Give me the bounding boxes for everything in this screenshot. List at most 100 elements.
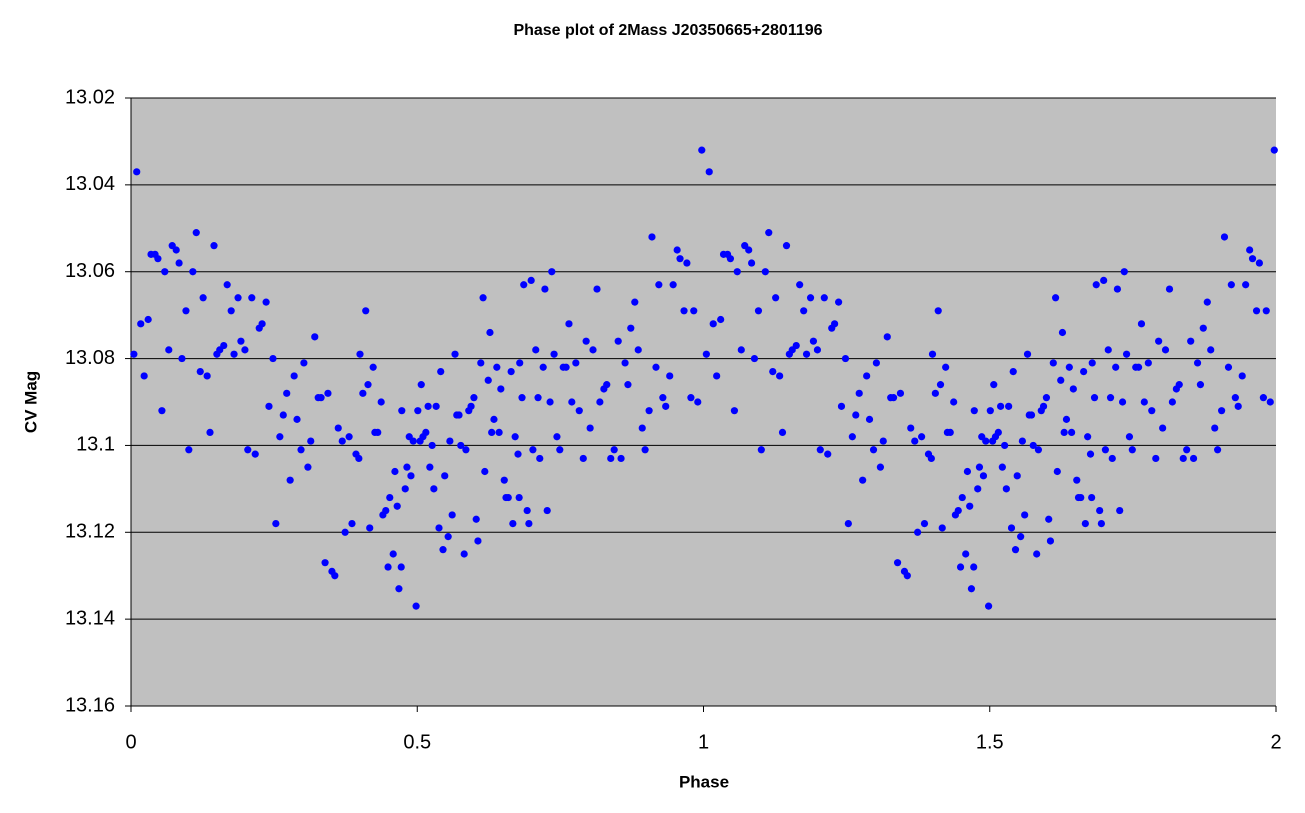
point xyxy=(345,433,353,441)
point xyxy=(572,359,580,367)
point xyxy=(702,350,710,358)
point xyxy=(338,437,346,445)
point xyxy=(269,354,277,363)
point xyxy=(589,346,597,354)
point xyxy=(920,520,929,528)
point xyxy=(1101,446,1109,454)
point xyxy=(1120,268,1128,276)
point xyxy=(956,563,965,571)
point xyxy=(802,350,811,358)
point xyxy=(1214,446,1222,454)
point xyxy=(562,363,570,371)
point xyxy=(621,359,629,367)
y-tick-label: 13.14 xyxy=(65,607,115,629)
point xyxy=(460,550,468,558)
point xyxy=(927,454,935,463)
point xyxy=(769,368,777,376)
point xyxy=(356,350,364,358)
point xyxy=(1011,546,1020,554)
point xyxy=(341,528,349,536)
point xyxy=(1027,411,1036,419)
point xyxy=(1159,424,1167,432)
point xyxy=(307,437,315,445)
point xyxy=(970,563,978,571)
point xyxy=(1175,381,1183,389)
point xyxy=(848,433,856,441)
point xyxy=(1211,424,1219,432)
point xyxy=(317,394,325,402)
point xyxy=(426,463,434,471)
point xyxy=(1218,407,1226,415)
point xyxy=(244,446,252,454)
point xyxy=(546,398,554,406)
point xyxy=(369,363,377,371)
point xyxy=(1021,511,1029,519)
point xyxy=(713,372,721,380)
point xyxy=(659,394,667,402)
y-axis-label: CV Mag xyxy=(21,371,40,433)
point xyxy=(397,563,405,571)
point xyxy=(435,524,443,532)
point xyxy=(627,324,635,332)
point xyxy=(879,437,887,445)
point xyxy=(852,411,860,419)
point xyxy=(655,281,663,289)
point xyxy=(446,437,454,445)
point xyxy=(1238,372,1246,380)
point xyxy=(1148,407,1156,415)
point xyxy=(1017,533,1025,541)
point xyxy=(662,402,670,410)
point xyxy=(386,493,394,502)
point xyxy=(377,398,385,406)
point xyxy=(816,446,824,454)
point xyxy=(1029,441,1037,450)
point xyxy=(593,285,601,293)
point xyxy=(1207,346,1215,354)
point xyxy=(1140,398,1148,406)
point xyxy=(486,328,494,337)
point xyxy=(883,333,891,341)
point xyxy=(395,585,403,593)
point xyxy=(161,268,169,276)
point xyxy=(355,454,363,463)
point xyxy=(196,368,204,376)
point xyxy=(907,424,915,432)
point xyxy=(192,229,200,237)
point xyxy=(1116,506,1124,515)
point xyxy=(1255,259,1263,267)
point xyxy=(1246,246,1254,254)
point xyxy=(1060,428,1068,436)
point xyxy=(1155,337,1163,345)
point xyxy=(903,572,911,580)
point xyxy=(189,268,197,276)
point xyxy=(737,346,745,354)
point xyxy=(824,450,832,458)
point xyxy=(582,337,590,345)
point xyxy=(958,493,966,502)
point xyxy=(645,407,653,415)
point xyxy=(1051,294,1060,302)
point xyxy=(863,372,871,380)
point xyxy=(1062,415,1071,423)
point xyxy=(974,485,982,493)
point xyxy=(844,520,852,528)
point xyxy=(467,402,475,410)
point xyxy=(165,346,173,354)
point xyxy=(1009,368,1017,376)
point xyxy=(422,428,430,436)
point xyxy=(634,346,642,354)
point xyxy=(855,389,863,397)
point xyxy=(1108,454,1116,463)
point xyxy=(673,246,681,254)
plot-area xyxy=(131,98,1276,706)
point xyxy=(1135,363,1143,371)
point xyxy=(511,433,519,441)
point xyxy=(1077,493,1085,502)
point xyxy=(220,341,228,350)
x-tick-label: 0.5 xyxy=(403,731,431,753)
chart-title: Phase plot of 2Mass J20350665+2801196 xyxy=(513,22,822,39)
point xyxy=(407,472,415,480)
point xyxy=(705,168,713,176)
point xyxy=(414,407,422,415)
point xyxy=(835,298,843,306)
